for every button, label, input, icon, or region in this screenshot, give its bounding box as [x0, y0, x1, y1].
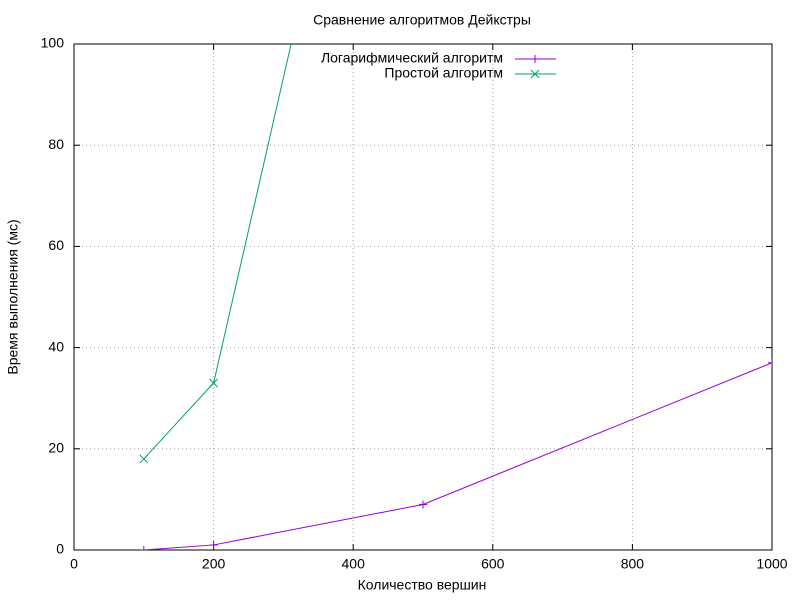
- y-tick-label: 40: [48, 338, 64, 354]
- y-tick-label: 20: [48, 440, 64, 456]
- y-tick-label: 100: [41, 35, 65, 51]
- x-tick-label: 0: [70, 556, 78, 572]
- point: [139, 454, 149, 464]
- x-tick-label: 1000: [756, 556, 787, 572]
- x-tick-label: 800: [621, 556, 645, 572]
- point: [139, 546, 148, 550]
- x-tick-label: 400: [342, 556, 366, 572]
- point: [768, 358, 772, 367]
- point: [209, 378, 218, 388]
- legend-marker: [531, 55, 539, 63]
- series-line: [143, 362, 772, 550]
- legend-label: Простой алгоритм: [384, 65, 503, 81]
- y-tick-label: 0: [56, 541, 64, 557]
- y-tick-label: 60: [48, 237, 64, 253]
- y-tick-label: 80: [48, 136, 64, 152]
- chart-title: Сравнение алгоритмов Дейкстры: [313, 12, 531, 28]
- plot-area: [139, 44, 772, 550]
- y-axis-label: Время выполнения (мс): [5, 219, 21, 374]
- plot-border: [73, 43, 773, 551]
- legend-label: Логарифмический алгоритм: [321, 50, 503, 66]
- x-tick-label: 600: [481, 556, 505, 572]
- point: [209, 540, 218, 549]
- point: [419, 500, 427, 509]
- legend-marker: [530, 69, 540, 79]
- x-tick-label: 200: [202, 556, 226, 572]
- series-line: [143, 44, 292, 460]
- x-axis-label: Количество вершин: [358, 577, 487, 593]
